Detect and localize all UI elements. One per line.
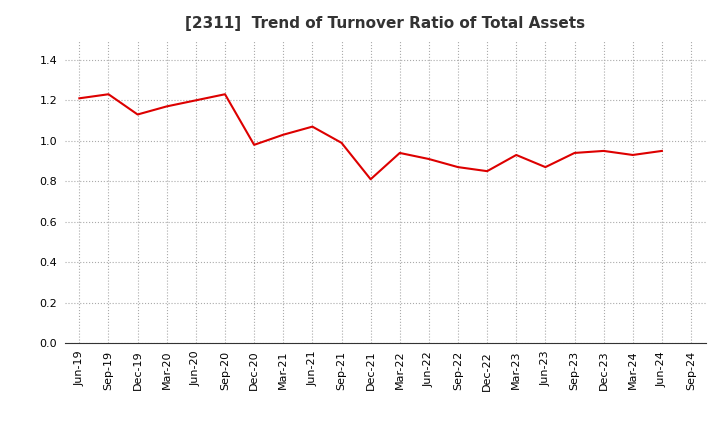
Title: [2311]  Trend of Turnover Ratio of Total Assets: [2311] Trend of Turnover Ratio of Total … — [185, 16, 585, 32]
